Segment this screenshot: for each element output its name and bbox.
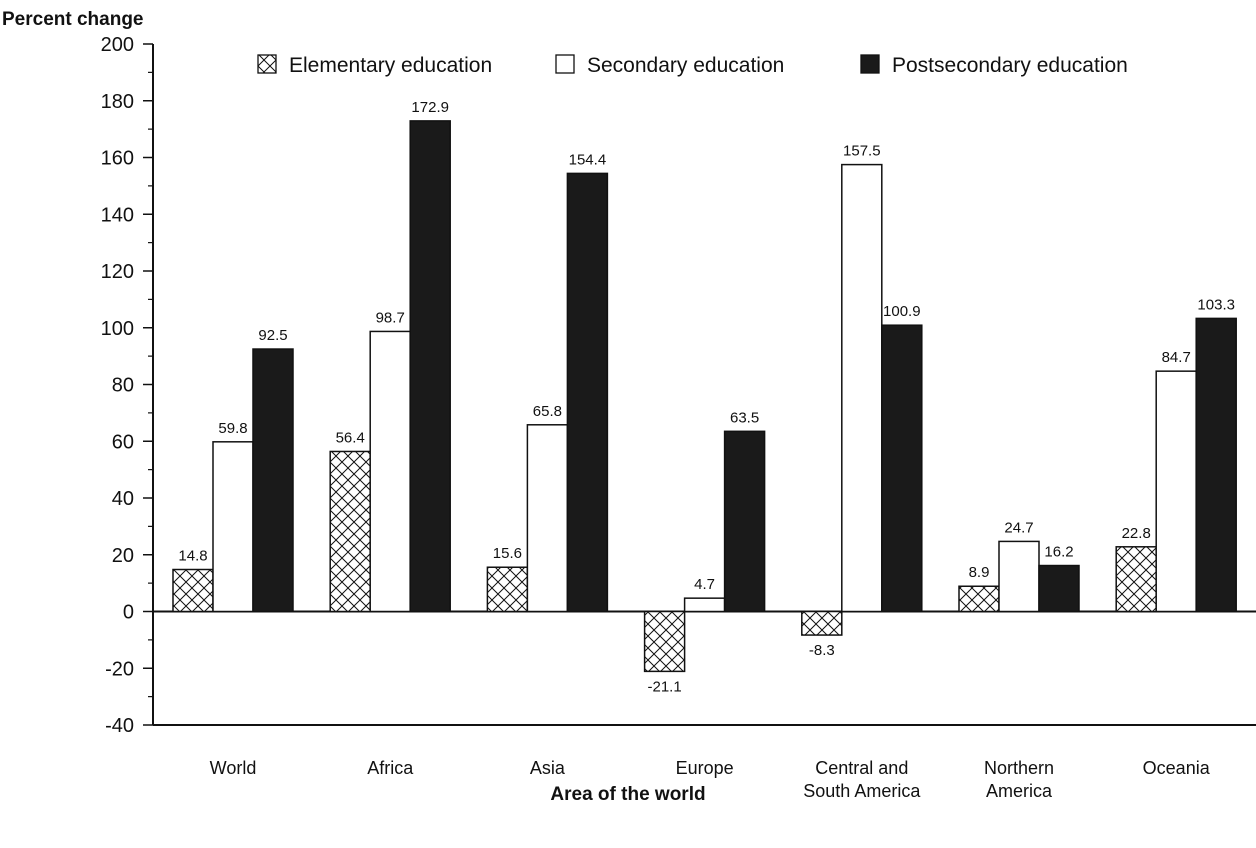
category-label: Europe [676, 758, 734, 778]
data-label: 98.7 [376, 309, 405, 326]
y-tick-label: 200 [101, 34, 134, 56]
category-label-line: Asia [530, 758, 566, 778]
category-label-line: South America [803, 781, 921, 801]
data-label: 56.4 [336, 429, 365, 446]
bar [1038, 564, 1080, 613]
y-axis-title: Percent change [2, 9, 144, 30]
data-label: 24.7 [1004, 519, 1033, 536]
legend-label: Secondary education [587, 54, 784, 77]
data-label: 84.7 [1162, 349, 1191, 366]
bar [958, 585, 1000, 613]
data-label: 157.5 [843, 143, 881, 160]
legend-swatch [257, 54, 277, 74]
bar [486, 566, 529, 613]
category-label-line: Oceania [1143, 758, 1211, 778]
bar [881, 324, 923, 613]
category-label: Oceania [1143, 758, 1211, 778]
category-label-line: Northern [984, 758, 1054, 778]
bar [998, 540, 1040, 613]
category-label-line: Africa [367, 758, 414, 778]
data-label: 172.9 [411, 99, 449, 116]
y-tick-label: 120 [101, 261, 134, 283]
bar [252, 348, 294, 613]
category-label-line: Europe [676, 758, 734, 778]
legend-swatch [860, 54, 880, 74]
bar [1195, 317, 1237, 613]
bar [683, 597, 726, 613]
y-tick-label: 140 [101, 204, 134, 226]
data-label: 8.9 [969, 564, 990, 581]
legend-label: Postsecondary education [892, 54, 1128, 77]
data-label: 63.5 [730, 409, 759, 426]
category-label-line: World [210, 758, 257, 778]
category-label-line: America [986, 781, 1053, 801]
legend-swatch [555, 54, 575, 74]
data-label: 65.8 [533, 403, 562, 420]
legend-label: Elementary education [289, 54, 492, 77]
data-label: 15.6 [493, 545, 522, 562]
category-label: Africa [367, 758, 414, 778]
bar [329, 450, 371, 613]
category-label: Northern America [984, 758, 1054, 801]
data-label: 92.5 [258, 327, 287, 344]
data-label: 16.2 [1044, 544, 1073, 561]
bar [369, 330, 411, 613]
y-tick-label: 40 [112, 488, 134, 510]
data-label: 22.8 [1122, 525, 1151, 542]
data-label: 59.8 [218, 420, 247, 437]
data-label: 14.8 [178, 548, 207, 565]
data-label: -8.3 [809, 642, 835, 659]
bar [643, 610, 686, 673]
category-label: World [210, 758, 257, 778]
y-tick-label: -40 [105, 715, 134, 737]
category-label: Central and South America [803, 758, 921, 801]
data-label: 4.7 [694, 576, 715, 593]
y-tick-label: 160 [101, 148, 134, 170]
bar [801, 610, 843, 636]
bar [841, 163, 883, 613]
y-tick-label: 100 [101, 318, 134, 340]
bar [409, 120, 451, 613]
x-axis-title: Area of the world [550, 784, 706, 805]
bar [1155, 370, 1197, 613]
bar [1115, 546, 1157, 613]
category-label: Asia [530, 758, 566, 778]
bar [723, 430, 766, 613]
y-tick-label: 0 [123, 602, 134, 624]
bar [212, 441, 254, 613]
bar [172, 568, 214, 613]
y-tick-label: 180 [101, 91, 134, 113]
y-tick-label: 80 [112, 375, 134, 397]
y-tick-label: 60 [112, 431, 134, 453]
category-label-line: Central and [815, 758, 908, 778]
data-label: 103.3 [1197, 296, 1235, 313]
data-label: -21.1 [647, 678, 681, 695]
y-tick-label: 20 [112, 545, 134, 567]
data-label: 154.4 [569, 151, 607, 168]
data-label: 100.9 [883, 303, 921, 320]
y-tick-label: -20 [105, 658, 134, 680]
bar [566, 172, 609, 613]
bar [526, 424, 569, 613]
